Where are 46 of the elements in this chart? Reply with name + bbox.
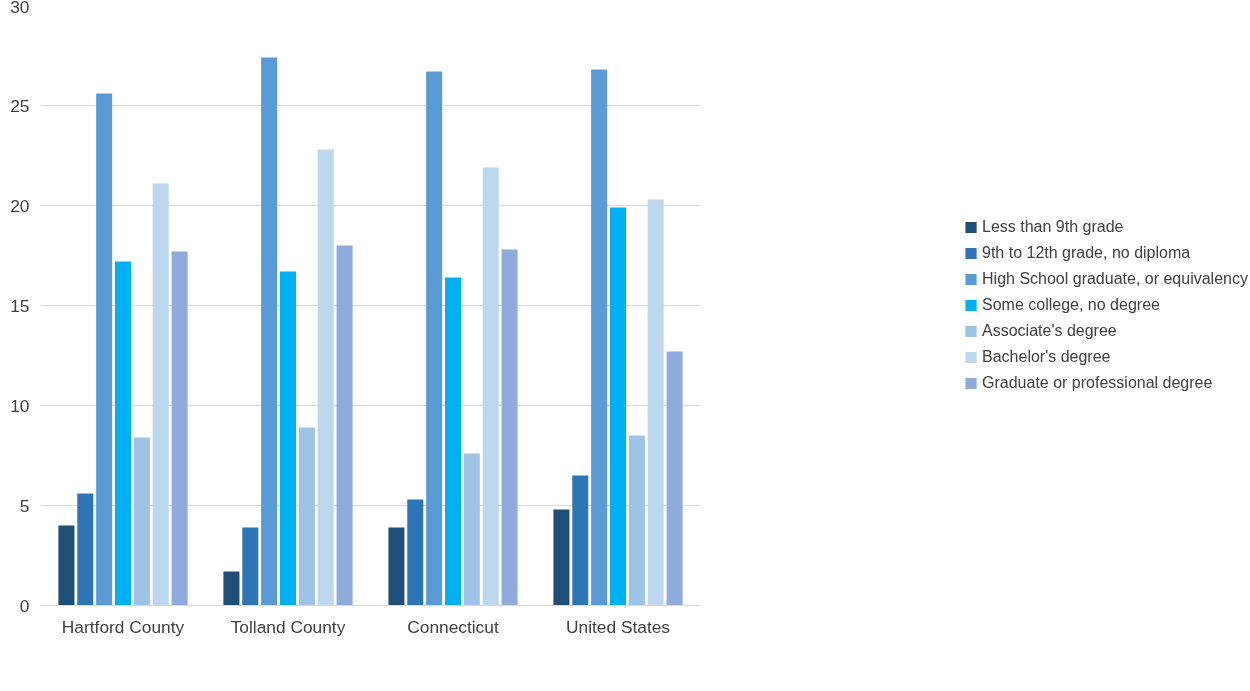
x-tick-label: Connecticut — [407, 616, 499, 637]
legend-label: Bachelor's degree — [982, 348, 1111, 366]
legend-label: High School graduate, or equivalency — [982, 270, 1248, 288]
bar — [242, 527, 259, 606]
bar — [572, 475, 589, 606]
y-tick-label: 25 — [10, 95, 30, 116]
y-tick-label: 10 — [10, 395, 30, 416]
legend-label: Graduate or professional degree — [982, 374, 1213, 392]
bar — [426, 71, 443, 606]
bar — [279, 271, 297, 606]
bar — [482, 167, 499, 606]
bar — [407, 499, 424, 606]
bar — [171, 251, 188, 606]
x-tick-label: United States — [565, 616, 671, 637]
bar — [77, 493, 94, 606]
bar — [444, 277, 462, 606]
bar — [317, 149, 334, 606]
y-tick-label: 0 — [19, 595, 30, 616]
bar — [336, 245, 353, 606]
y-tick-label: 15 — [10, 295, 30, 316]
bar — [591, 69, 608, 606]
bar — [152, 183, 169, 606]
bar — [553, 509, 570, 606]
x-tick-label: Hartford County — [61, 616, 185, 637]
bar — [609, 207, 627, 606]
y-tick-label: 20 — [10, 195, 30, 216]
bar — [666, 351, 683, 606]
bar — [388, 527, 405, 606]
legend-label: Less than 9th grade — [982, 218, 1124, 236]
bar — [133, 437, 150, 606]
bar — [628, 435, 645, 606]
bar — [58, 525, 75, 606]
bar — [114, 261, 132, 606]
bar — [96, 93, 113, 606]
legend-label: 9th to 12th grade, no diploma — [982, 244, 1191, 262]
legend-label: Associate's degree — [982, 322, 1117, 340]
x-tick-label: Tolland County — [230, 616, 346, 637]
bar — [647, 199, 664, 606]
y-tick-label: 30 — [10, 0, 30, 17]
y-tick-label: 5 — [19, 495, 30, 516]
bar — [261, 57, 278, 606]
bar — [223, 571, 240, 606]
legend-label: Some college, no degree — [982, 296, 1160, 314]
bar — [298, 427, 315, 606]
bar — [501, 249, 518, 606]
bar — [463, 453, 480, 606]
